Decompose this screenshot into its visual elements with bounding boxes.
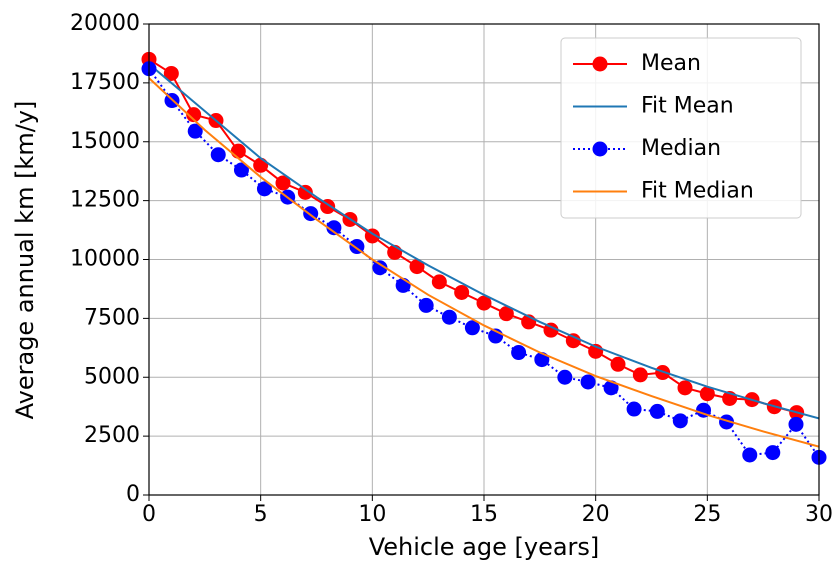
data-point: [699, 386, 715, 402]
y-tick-label: 20000: [70, 11, 140, 36]
data-point: [580, 374, 596, 390]
data-point: [498, 306, 514, 322]
data-point: [719, 414, 735, 430]
y-tick-label: 17500: [70, 70, 140, 95]
data-point: [418, 297, 434, 313]
x-tick-label: 25: [693, 502, 721, 527]
legend-marker: [592, 141, 608, 157]
data-point: [230, 143, 246, 159]
data-point: [233, 162, 249, 178]
legend-label: Median: [641, 136, 721, 161]
y-tick-label: 5000: [84, 364, 140, 389]
data-point: [186, 107, 202, 123]
data-point: [543, 322, 559, 338]
x-tick-label: 20: [582, 502, 610, 527]
data-point: [187, 123, 203, 139]
y-tick-label: 12500: [70, 188, 140, 213]
data-point: [610, 356, 626, 372]
x-tick-label: 30: [805, 502, 833, 527]
legend-marker: [592, 56, 608, 72]
data-point: [454, 284, 470, 300]
plot-frame: [148, 23, 820, 496]
x-tick-label: 5: [254, 502, 268, 527]
data-point: [326, 220, 342, 236]
data-point: [765, 445, 781, 461]
data-point: [297, 184, 313, 200]
data-point: [626, 401, 642, 417]
data-point: [677, 380, 693, 396]
x-axis-label: Vehicle age [years]: [369, 533, 600, 561]
data-point: [464, 320, 480, 336]
data-point: [632, 367, 648, 383]
data-point: [256, 181, 272, 197]
data-point: [672, 413, 688, 429]
y-tick-label: 0: [126, 482, 140, 507]
x-tick-label: 15: [470, 502, 498, 527]
data-point: [163, 65, 179, 81]
data-point: [210, 147, 226, 163]
data-point: [511, 345, 527, 361]
data-point: [409, 259, 425, 275]
data-point: [788, 416, 804, 432]
y-tick-label: 7500: [84, 305, 140, 330]
data-point: [372, 260, 388, 276]
data-point: [441, 309, 457, 325]
data-point: [476, 295, 492, 311]
y-tick-label: 10000: [70, 247, 140, 272]
data-point: [603, 380, 619, 396]
data-point: [253, 157, 269, 173]
y-axis-label: Average annual km [km/y]: [11, 101, 39, 420]
x-tick-label: 10: [358, 502, 386, 527]
data-point: [742, 447, 758, 463]
data-point: [557, 369, 573, 385]
x-tick-label: 0: [142, 502, 156, 527]
series-line: [149, 63, 819, 420]
data-point: [431, 274, 447, 290]
data-point: [565, 333, 581, 349]
data-point: [649, 403, 665, 419]
legend-label: Fit Mean: [641, 94, 734, 119]
y-tick-label: 15000: [70, 129, 140, 154]
legend-label: Mean: [641, 51, 701, 76]
legend-label: Fit Median: [641, 179, 754, 204]
legend-box: [560, 37, 802, 219]
series-line: [149, 77, 819, 448]
y-tick-label: 2500: [84, 423, 140, 448]
data-point: [275, 175, 291, 191]
